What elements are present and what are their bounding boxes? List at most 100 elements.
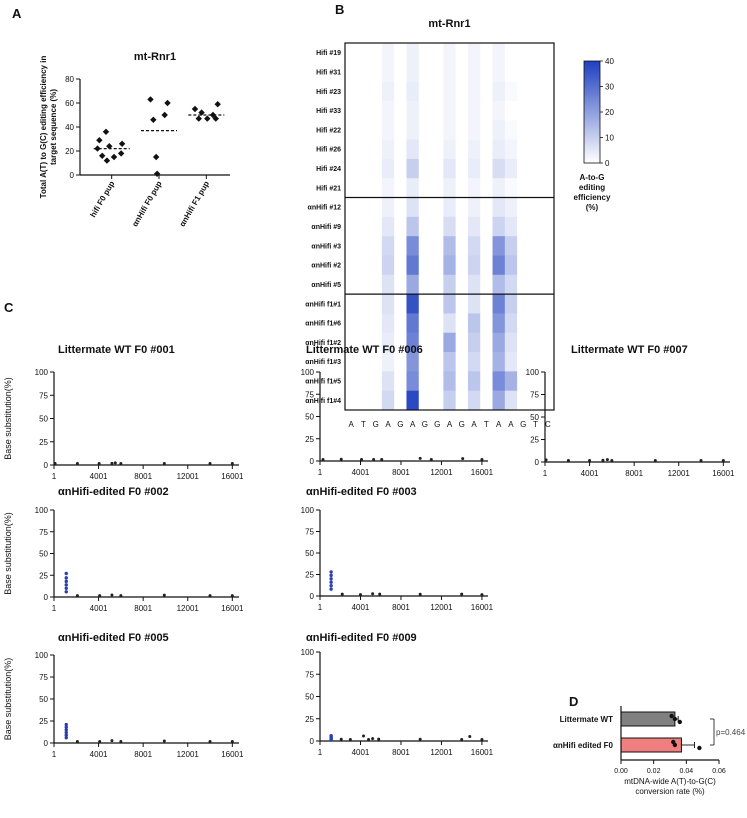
- panel-b-heatmap-cell: [517, 371, 530, 391]
- panel-b-heatmap-cell: [480, 274, 493, 295]
- panel-b-heatmap-cell: [406, 158, 420, 179]
- panel-c-y-tick-label: 50: [530, 413, 539, 422]
- panel-b-heatmap-cell: [455, 197, 469, 218]
- panel-c-edited-point: [329, 577, 333, 581]
- panel-b-column-label: G: [397, 420, 403, 429]
- panel-b-heatmap-cell: [455, 158, 469, 179]
- panel-b-colorbar-label: (%): [586, 203, 599, 212]
- panel-b-heatmap-cell: [381, 313, 395, 334]
- panel-b-heatmap-cell: [517, 236, 530, 256]
- panel-b-heatmap-cell: [345, 390, 358, 411]
- panel-b-heatmap-cell: [369, 139, 383, 160]
- panel-b-heatmap-cell: [504, 216, 518, 237]
- panel-d-data-point: [697, 745, 702, 751]
- panel-b-heatmap-cell: [418, 100, 432, 121]
- panel-b-heatmap-cell: [529, 139, 543, 160]
- panel-b-heatmap-cell: [492, 120, 506, 140]
- panel-b-heatmap-cell: [406, 274, 420, 295]
- panel-b-heatmap-cell: [394, 178, 407, 198]
- panel-c-data-point: [377, 737, 381, 741]
- panel-b-heatmap-cell: [406, 390, 420, 411]
- panel-c-y-tick-label: 25: [305, 435, 314, 444]
- panel-letter-a: A: [12, 6, 22, 21]
- panel-c-data-point: [418, 456, 422, 460]
- panel-b-heatmap-cell: [345, 352, 358, 372]
- panel-b-heatmap-cell: [406, 255, 420, 276]
- panel-b-heatmap-cell: [394, 120, 407, 140]
- panel-b-heatmap-cell: [406, 81, 420, 102]
- panel-b-heatmap-cell: [467, 274, 481, 295]
- panel-b-heatmap-cell: [369, 120, 383, 140]
- panel-b-row-label: αnHifi f1#3: [305, 359, 341, 366]
- panel-b-heatmap-cell: [504, 371, 518, 391]
- panel-b-heatmap-cell: [517, 62, 530, 82]
- panel-b-heatmap-cell: [467, 352, 481, 372]
- panel-b-heatmap-cell: [517, 274, 530, 295]
- panel-b-heatmap-cell: [345, 100, 358, 121]
- panel-b-heatmap-cell: [492, 62, 506, 82]
- panel-b-heatmap-cell: [431, 158, 444, 179]
- panel-b-heatmap-cell: [418, 294, 432, 314]
- panel-d-xlabel: conversion rate (%): [635, 787, 705, 796]
- panel-b-heatmap-cell: [480, 255, 493, 276]
- panel-b-heatmap-cell: [443, 197, 456, 218]
- panel-b-heatmap-cell: [369, 100, 383, 121]
- panel-b-heatmap-cell: [541, 371, 555, 391]
- panel-b-colorbar-tick-label: 30: [605, 83, 614, 92]
- panel-c-data-point: [367, 738, 371, 742]
- panel-a-data-point: [96, 137, 103, 144]
- panel-b-heatmap-cell: [381, 255, 395, 276]
- panel-b-heatmap-cell: [517, 332, 530, 353]
- panel-b-heatmap-cell: [492, 274, 506, 295]
- panel-c-data-point: [480, 738, 484, 742]
- panel-b-colorbar-tick-label: 0: [605, 159, 610, 168]
- panel-c-data-point: [230, 594, 234, 598]
- panel-b-row-label: αnHifi #9: [311, 224, 341, 231]
- panel-b-heatmap-cell: [369, 332, 383, 353]
- panel-b-heatmap-cell: [467, 390, 481, 411]
- panel-b-heatmap-cell: [369, 274, 383, 295]
- panel-b-heatmap-cell: [517, 43, 530, 63]
- panel-c-data-point: [162, 593, 166, 597]
- panel-b-heatmap-cell: [406, 43, 420, 63]
- panel-c-y-tick-label: 50: [305, 693, 314, 702]
- panel-b-heatmap-cell: [369, 216, 383, 237]
- panel-d-x-tick-label: 0.04: [680, 768, 694, 775]
- panel-b-heatmap-cell: [394, 81, 407, 102]
- panel-b-heatmap-cell: [541, 43, 555, 63]
- panel-b-heatmap-cell: [431, 352, 444, 372]
- panel-b-column-label: T: [533, 420, 538, 429]
- panel-b-heatmap-cell: [381, 390, 395, 411]
- panel-b-heatmap-cell: [504, 255, 518, 276]
- panel-b-heatmap-cell: [541, 197, 555, 218]
- panel-c-edited-point: [64, 728, 68, 732]
- panel-b-heatmap-cell: [443, 139, 456, 160]
- panel-b-heatmap-cell: [406, 100, 420, 121]
- panel-b-heatmap-cell: [455, 236, 469, 256]
- panel-b-heatmap-cell: [418, 313, 432, 334]
- panel-b-colorbar-tick-label: 40: [605, 57, 614, 66]
- panel-b-row-label: Hifi #26: [316, 147, 341, 154]
- panel-c-x-tick-label: 4001: [352, 603, 370, 612]
- panel-b-heatmap-cell: [443, 313, 456, 334]
- panel-c-data-point: [98, 740, 102, 744]
- panel-b-heatmap-cell: [492, 81, 506, 102]
- panel-c-data-point: [721, 459, 725, 463]
- panel-b-heatmap-cell: [504, 139, 518, 160]
- panel-b-heatmap-cell: [394, 294, 407, 314]
- panel-c-x-tick-label: 8001: [134, 472, 152, 481]
- panel-b-heatmap-cell: [529, 197, 543, 218]
- panel-a-data-point: [204, 115, 211, 122]
- panel-b-heatmap-cell: [504, 294, 518, 314]
- panel-b-heatmap-cell: [381, 158, 395, 179]
- panel-c-subplot-title: Littermate WT F0 #006: [306, 344, 423, 356]
- panel-a-data-point: [99, 152, 106, 159]
- panel-b-heatmap-cell: [529, 294, 543, 314]
- panel-b-heatmap-cell: [529, 255, 543, 276]
- panel-c-data-point: [418, 737, 422, 741]
- panel-b-heatmap-cell: [443, 43, 456, 63]
- panel-b-heatmap-cell: [357, 371, 370, 391]
- panel-c-data-point: [468, 734, 472, 738]
- panel-a-y-tick-label: 80: [65, 75, 74, 84]
- panel-b-heatmap-cell: [504, 100, 518, 121]
